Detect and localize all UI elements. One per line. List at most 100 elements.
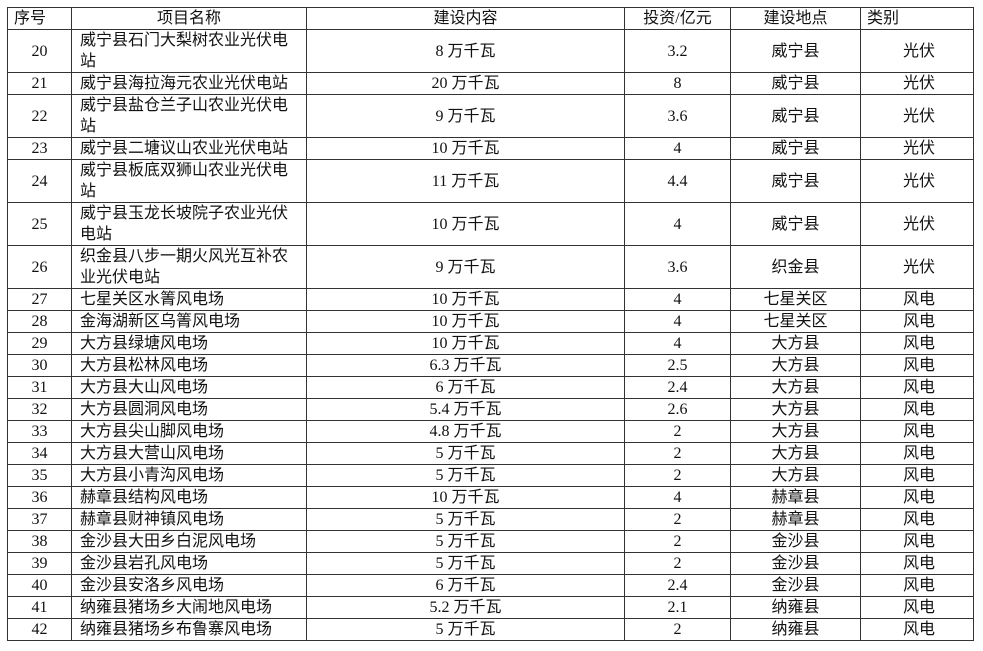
cell-content: 5 万千瓦 <box>306 618 625 641</box>
cell-category: 光伏 <box>860 72 974 95</box>
cell-investment: 4 <box>624 137 731 160</box>
cell-location: 赫章县 <box>730 486 861 509</box>
cell-name: 纳雍县猪场乡大闹地风电场 <box>71 596 307 619</box>
project-name-text: 大方县圆洞风电场 <box>80 401 209 418</box>
cell-content: 10 万千瓦 <box>306 486 625 509</box>
cell-location: 大方县 <box>730 354 861 377</box>
cell-content: 5 万千瓦 <box>306 552 625 575</box>
cell-category: 风电 <box>860 486 974 509</box>
cell-investment: 2 <box>624 464 731 487</box>
cell-no: 28 <box>7 310 72 333</box>
header-name: 项目名称 <box>71 7 307 30</box>
cell-no: 30 <box>7 354 72 377</box>
cell-investment: 4 <box>624 202 731 246</box>
cell-investment: 8 <box>624 72 731 95</box>
cell-content: 8 万千瓦 <box>306 29 625 73</box>
cell-name: 威宁县石门大梨树农业光伏电站 <box>71 29 307 73</box>
cell-investment: 2.5 <box>624 354 731 377</box>
header-row: 序号 项目名称 建设内容 投资/亿元 建设地点 类别 <box>7 7 974 30</box>
cell-category: 风电 <box>860 596 974 619</box>
project-name-text: 织金县八步一期火风光互补农业光伏电站 <box>80 248 289 286</box>
cell-investment: 2 <box>624 552 731 575</box>
cell-no: 38 <box>7 530 72 553</box>
table-row: 40 金沙县安洛乡风电场 6 万千瓦 2.4 金沙县 风电 <box>7 574 974 597</box>
cell-category: 光伏 <box>860 202 974 246</box>
cell-category: 风电 <box>860 310 974 333</box>
cell-name: 金沙县岩孔风电场 <box>71 552 307 575</box>
cell-content: 5 万千瓦 <box>306 442 625 465</box>
cell-name: 大方县绿塘风电场 <box>71 332 307 355</box>
table-row: 30 大方县松林风电场 6.3 万千瓦 2.5 大方县 风电 <box>7 354 974 377</box>
cell-no: 22 <box>7 94 72 138</box>
table-row: 38 金沙县大田乡白泥风电场 5 万千瓦 2 金沙县 风电 <box>7 530 974 553</box>
cell-investment: 4 <box>624 486 731 509</box>
cell-category: 风电 <box>860 464 974 487</box>
cell-location: 威宁县 <box>730 72 861 95</box>
cell-name: 大方县松林风电场 <box>71 354 307 377</box>
table-row: 22 威宁县盐仓兰子山农业光伏电站 9 万千瓦 3.6 威宁县 光伏 <box>7 94 974 138</box>
table-row: 26 织金县八步一期火风光互补农业光伏电站 9 万千瓦 3.6 织金县 光伏 <box>7 245 974 289</box>
project-name-text: 威宁县板底双狮山农业光伏电站 <box>80 162 289 200</box>
cell-category: 风电 <box>860 552 974 575</box>
cell-content: 5 万千瓦 <box>306 530 625 553</box>
cell-no: 33 <box>7 420 72 443</box>
project-name-text: 威宁县石门大梨树农业光伏电站 <box>80 32 289 70</box>
project-name-text: 纳雍县猪场乡大闹地风电场 <box>80 599 273 616</box>
table-row: 42 纳雍县猪场乡布鲁寨风电场 5 万千瓦 2 纳雍县 风电 <box>7 618 974 641</box>
cell-no: 27 <box>7 288 72 311</box>
cell-name: 大方县大山风电场 <box>71 376 307 399</box>
cell-category: 风电 <box>860 376 974 399</box>
cell-category: 风电 <box>860 618 974 641</box>
cell-location: 威宁县 <box>730 202 861 246</box>
cell-location: 大方县 <box>730 376 861 399</box>
header-category: 类别 <box>860 7 974 30</box>
project-name-text: 金海湖新区乌箐风电场 <box>80 313 241 330</box>
table-row: 20 威宁县石门大梨树农业光伏电站 8 万千瓦 3.2 威宁县 光伏 <box>7 29 974 73</box>
cell-investment: 2 <box>624 508 731 531</box>
project-name-text: 威宁县玉龙长坡院子农业光伏电站 <box>80 205 289 243</box>
table-row: 27 七星关区水箐风电场 10 万千瓦 4 七星关区 风电 <box>7 288 974 311</box>
project-name-text: 纳雍县猪场乡布鲁寨风电场 <box>80 621 273 638</box>
cell-investment: 2.6 <box>624 398 731 421</box>
cell-no: 36 <box>7 486 72 509</box>
cell-name: 织金县八步一期火风光互补农业光伏电站 <box>71 245 307 289</box>
cell-content: 5.2 万千瓦 <box>306 596 625 619</box>
cell-investment: 4.4 <box>624 159 731 203</box>
cell-location: 织金县 <box>730 245 861 289</box>
cell-location: 纳雍县 <box>730 618 861 641</box>
cell-content: 10 万千瓦 <box>306 288 625 311</box>
table-row: 39 金沙县岩孔风电场 5 万千瓦 2 金沙县 风电 <box>7 552 974 575</box>
cell-no: 37 <box>7 508 72 531</box>
table-row: 31 大方县大山风电场 6 万千瓦 2.4 大方县 风电 <box>7 376 974 399</box>
cell-investment: 3.6 <box>624 245 731 289</box>
cell-name: 威宁县盐仓兰子山农业光伏电站 <box>71 94 307 138</box>
cell-no: 42 <box>7 618 72 641</box>
cell-name: 金沙县大田乡白泥风电场 <box>71 530 307 553</box>
table-row: 41 纳雍县猪场乡大闹地风电场 5.2 万千瓦 2.1 纳雍县 风电 <box>7 596 974 619</box>
cell-name: 七星关区水箐风电场 <box>71 288 307 311</box>
cell-no: 40 <box>7 574 72 597</box>
cell-content: 4.8 万千瓦 <box>306 420 625 443</box>
cell-content: 10 万千瓦 <box>306 310 625 333</box>
cell-investment: 2 <box>624 618 731 641</box>
cell-name: 大方县小青沟风电场 <box>71 464 307 487</box>
cell-no: 35 <box>7 464 72 487</box>
cell-location: 大方县 <box>730 420 861 443</box>
table-row: 34 大方县大营山风电场 5 万千瓦 2 大方县 风电 <box>7 442 974 465</box>
cell-investment: 3.2 <box>624 29 731 73</box>
cell-no: 23 <box>7 137 72 160</box>
project-name-text: 威宁县二塘议山农业光伏电站 <box>80 140 289 157</box>
cell-content: 10 万千瓦 <box>306 332 625 355</box>
project-name-text: 七星关区水箐风电场 <box>80 291 225 308</box>
cell-name: 大方县尖山脚风电场 <box>71 420 307 443</box>
cell-category: 风电 <box>860 420 974 443</box>
cell-location: 威宁县 <box>730 29 861 73</box>
project-name-text: 大方县大山风电场 <box>80 379 209 396</box>
cell-content: 5.4 万千瓦 <box>306 398 625 421</box>
cell-location: 七星关区 <box>730 310 861 333</box>
cell-content: 11 万千瓦 <box>306 159 625 203</box>
table-row: 32 大方县圆洞风电场 5.4 万千瓦 2.6 大方县 风电 <box>7 398 974 421</box>
table-row: 23 威宁县二塘议山农业光伏电站 10 万千瓦 4 威宁县 光伏 <box>7 137 974 160</box>
project-name-text: 威宁县海拉海元农业光伏电站 <box>80 75 289 92</box>
cell-name: 金海湖新区乌箐风电场 <box>71 310 307 333</box>
